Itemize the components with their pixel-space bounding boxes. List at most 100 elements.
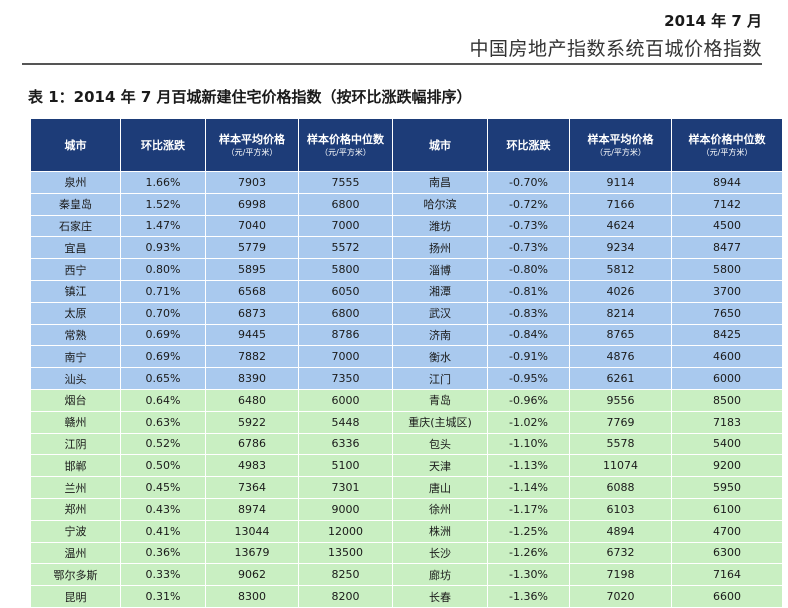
avg-price-cell: 4983 <box>205 454 299 478</box>
city-cell: 武汉 <box>392 301 488 325</box>
median-price-cell: 6000 <box>671 367 783 390</box>
table-row: 石家庄 1.47% 7040 7000 潍坊 -0.73% 4624 4500 <box>30 214 783 238</box>
change-cell: -1.13% <box>487 454 570 478</box>
median-price-cell: 6800 <box>298 301 393 325</box>
change-cell: -1.14% <box>487 476 570 499</box>
avg-price-cell: 8214 <box>569 301 672 325</box>
city-cell: 宁波 <box>30 519 121 543</box>
median-price-cell: 8200 <box>298 585 393 608</box>
median-price-cell: 9200 <box>671 454 783 478</box>
city-cell: 鄂尔多斯 <box>30 563 121 587</box>
median-price-cell: 4700 <box>671 519 783 543</box>
header-city: 城市 <box>392 118 488 172</box>
avg-price-cell: 5922 <box>205 410 299 434</box>
avg-price-cell: 7882 <box>205 345 299 369</box>
median-price-cell: 8500 <box>671 388 783 412</box>
table-row: 镇江 0.71% 6568 6050 湘潭 -0.81% 4026 3700 <box>30 279 783 303</box>
change-cell: -0.83% <box>487 301 570 325</box>
median-price-cell: 7650 <box>671 301 783 325</box>
median-price-cell: 6336 <box>298 432 393 456</box>
city-cell: 兰州 <box>30 476 121 499</box>
report-title: 中国房地产指数系统百城价格指数 <box>469 38 762 60</box>
table-row: 泉州 1.66% 7903 7555 南昌 -0.70% 9114 8944 <box>30 171 783 194</box>
header-median-price: 样本价格中位数 （元/平方米） <box>671 118 783 172</box>
change-cell: -0.73% <box>487 236 570 260</box>
change-cell: -1.36% <box>487 585 570 608</box>
change-cell: -0.95% <box>487 367 570 390</box>
city-cell: 江阴 <box>30 432 121 456</box>
median-price-cell: 13500 <box>298 541 393 565</box>
change-cell: 0.69% <box>120 323 206 347</box>
median-price-cell: 6600 <box>671 585 783 608</box>
avg-price-cell: 7198 <box>569 563 672 587</box>
city-cell: 长沙 <box>392 541 488 565</box>
table-row: 南宁 0.69% 7882 7000 衡水 -0.91% 4876 4600 <box>30 345 783 369</box>
change-cell: 1.47% <box>120 214 206 238</box>
avg-price-cell: 6786 <box>205 432 299 456</box>
header-change: 环比涨跌 <box>487 118 570 172</box>
avg-price-cell: 6480 <box>205 388 299 412</box>
change-cell: 0.65% <box>120 367 206 390</box>
median-price-cell: 7164 <box>671 563 783 587</box>
avg-price-cell: 6873 <box>205 301 299 325</box>
avg-price-cell: 11074 <box>569 454 672 478</box>
table-row: 兰州 0.45% 7364 7301 唐山 -1.14% 6088 5950 <box>30 476 783 499</box>
city-cell: 徐州 <box>392 497 488 521</box>
median-price-cell: 6000 <box>298 388 393 412</box>
table-row: 邯郸 0.50% 4983 5100 天津 -1.13% 11074 9200 <box>30 454 783 478</box>
change-cell: 0.93% <box>120 236 206 260</box>
avg-price-cell: 4894 <box>569 519 672 543</box>
column-unit: （元/平方米） <box>595 147 646 157</box>
city-cell: 南昌 <box>392 171 488 194</box>
city-cell: 长春 <box>392 585 488 608</box>
city-cell: 青岛 <box>392 388 488 412</box>
change-cell: 0.64% <box>120 388 206 412</box>
city-cell: 唐山 <box>392 476 488 499</box>
avg-price-cell: 5779 <box>205 236 299 260</box>
city-cell: 廊坊 <box>392 563 488 587</box>
median-price-cell: 7000 <box>298 214 393 238</box>
median-price-cell: 5448 <box>298 410 393 434</box>
change-cell: -1.25% <box>487 519 570 543</box>
city-cell: 常熟 <box>30 323 121 347</box>
avg-price-cell: 5812 <box>569 258 672 281</box>
city-cell: 哈尔滨 <box>392 192 488 216</box>
change-cell: 0.36% <box>120 541 206 565</box>
table-row: 宁波 0.41% 13044 12000 株洲 -1.25% 4894 4700 <box>30 519 783 543</box>
city-cell: 温州 <box>30 541 121 565</box>
header-change: 环比涨跌 <box>120 118 206 172</box>
change-cell: -0.81% <box>487 279 570 303</box>
median-price-cell: 5950 <box>671 476 783 499</box>
median-price-cell: 7350 <box>298 367 393 390</box>
avg-price-cell: 7040 <box>205 214 299 238</box>
city-cell: 赣州 <box>30 410 121 434</box>
avg-price-cell: 9234 <box>569 236 672 260</box>
change-cell: 0.63% <box>120 410 206 434</box>
change-cell: -0.72% <box>487 192 570 216</box>
avg-price-cell: 8974 <box>205 497 299 521</box>
column-label: 样本价格中位数 <box>307 132 384 146</box>
column-label: 样本平均价格 <box>587 132 654 146</box>
avg-price-cell: 6998 <box>205 192 299 216</box>
avg-price-cell: 9114 <box>569 171 672 194</box>
change-cell: -0.70% <box>487 171 570 194</box>
city-cell: 泉州 <box>30 171 121 194</box>
report-date: 2014 年 7 月 <box>664 12 762 30</box>
median-price-cell: 5400 <box>671 432 783 456</box>
change-cell: -1.30% <box>487 563 570 587</box>
median-price-cell: 7183 <box>671 410 783 434</box>
avg-price-cell: 5578 <box>569 432 672 456</box>
median-price-cell: 7142 <box>671 192 783 216</box>
table-row: 宜昌 0.93% 5779 5572 扬州 -0.73% 9234 8477 <box>30 236 783 260</box>
table-caption: 表 1：2014 年 7 月百城新建住宅价格指数（按环比涨跌幅排序） <box>28 86 472 107</box>
median-price-cell: 6800 <box>298 192 393 216</box>
city-cell: 邯郸 <box>30 454 121 478</box>
header-avg-price: 样本平均价格 （元/平方米） <box>205 118 299 172</box>
column-unit: （元/平方米） <box>320 147 371 157</box>
city-cell: 南宁 <box>30 345 121 369</box>
median-price-cell: 4500 <box>671 214 783 238</box>
city-cell: 济南 <box>392 323 488 347</box>
avg-price-cell: 13044 <box>205 519 299 543</box>
city-cell: 太原 <box>30 301 121 325</box>
column-unit: （元/平方米） <box>701 147 753 157</box>
